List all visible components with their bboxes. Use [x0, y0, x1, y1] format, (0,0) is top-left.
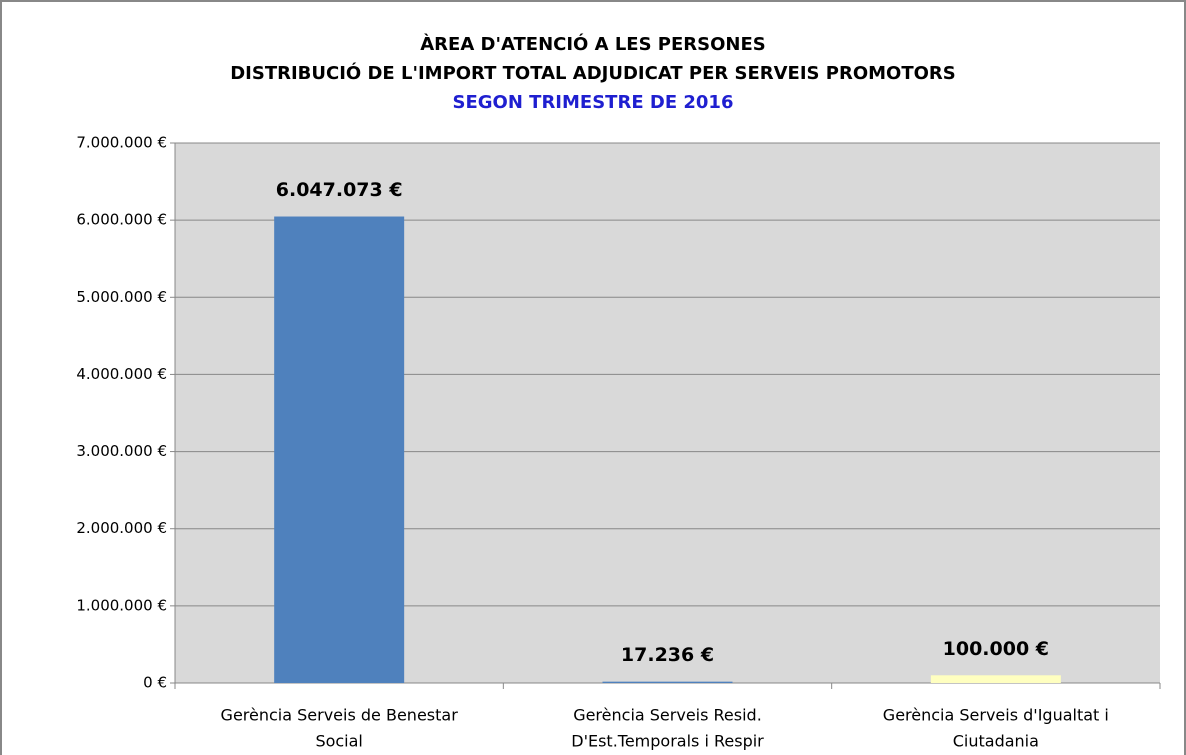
y-tick-label: 5.000.000 €: [76, 288, 167, 306]
y-tick-label: 0 €: [143, 674, 167, 692]
bar: [930, 675, 1061, 683]
data-label: 100.000 €: [943, 638, 1049, 660]
bar: [274, 216, 405, 683]
y-tick-label: 4.000.000 €: [76, 365, 167, 383]
x-tick-label: Gerència Serveis de Benestar: [221, 706, 459, 725]
y-tick-label: 6.000.000 €: [76, 211, 167, 229]
y-tick-label: 1.000.000 €: [76, 596, 167, 614]
y-tick-label: 7.000.000 €: [76, 134, 167, 152]
y-tick-label: 3.000.000 €: [76, 442, 167, 460]
x-tick-label: Gerència Serveis d'Igualtat i: [883, 706, 1109, 725]
data-label: 17.236 €: [621, 644, 714, 666]
y-tick-label: 2.000.000 €: [76, 519, 167, 537]
x-tick-label: Gerència Serveis Resid.: [573, 706, 762, 725]
x-tick-label: Social: [315, 732, 362, 751]
chart-subtitle: SEGON TRIMESTRE DE 2016: [453, 92, 734, 113]
chart-title: DISTRIBUCIÓ DE L'IMPORT TOTAL ADJUDICAT …: [230, 62, 956, 84]
x-tick-label: Ciutadania: [953, 732, 1039, 751]
x-tick-label: D'Est.Temporals i Respir: [571, 732, 764, 751]
data-label: 6.047.073 €: [276, 179, 403, 201]
bar: [602, 681, 733, 683]
chart-title: ÀREA D'ATENCIÓ A LES PERSONES: [420, 33, 766, 55]
